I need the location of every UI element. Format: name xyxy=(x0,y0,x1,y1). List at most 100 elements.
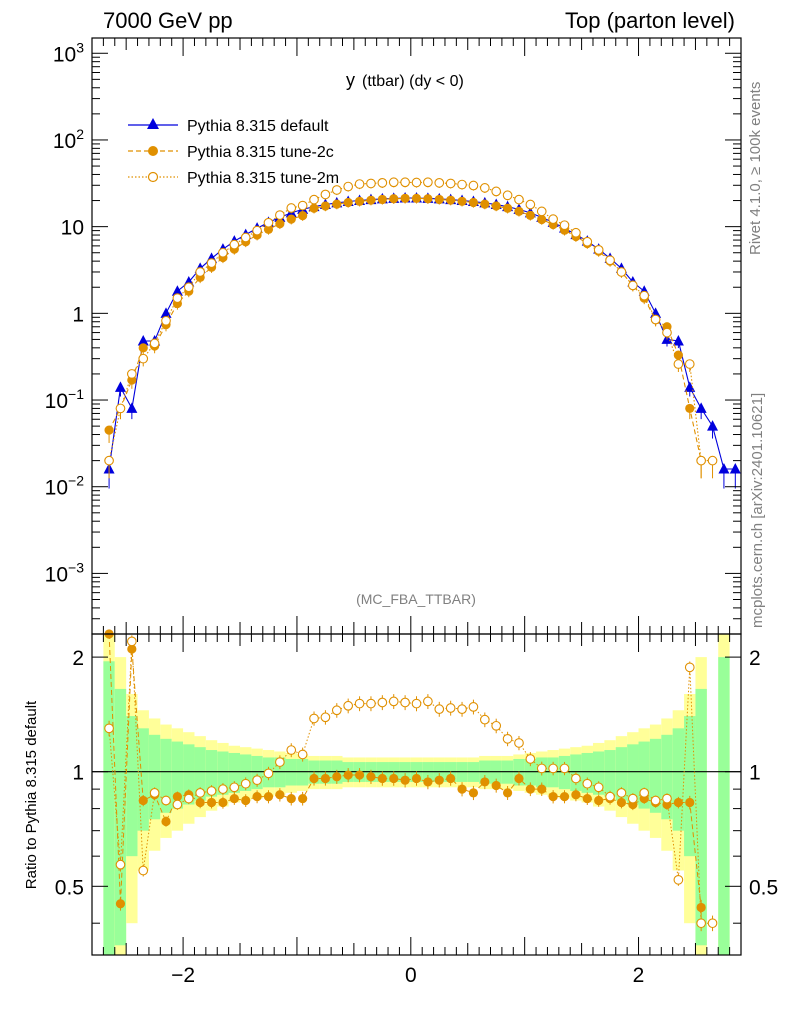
ratio-point-tune-2m xyxy=(582,778,593,789)
ratio-point-tune-2c xyxy=(537,784,547,794)
ratio-point-tune-2m xyxy=(548,763,558,774)
ratio-point-tune-2c xyxy=(491,780,501,791)
data-point-tune-2c xyxy=(685,403,695,414)
ratio-tick-label-left: 2 xyxy=(72,647,84,670)
ratio-point-tune-2m xyxy=(218,784,228,794)
ratio-point-tune-2m xyxy=(229,782,240,793)
data-point-tune-2c xyxy=(525,210,535,220)
ratio-point-tune-2c xyxy=(548,792,558,802)
ratio-layer xyxy=(104,629,718,932)
data-point-tune-2c xyxy=(332,199,342,209)
ratio-point-tune-2m xyxy=(514,738,524,748)
ratio-point-tune-2c xyxy=(457,784,467,794)
legend-entry-tune-2m: Pythia 8.315 tune-2m xyxy=(128,170,339,187)
ratio-point-tune-2m xyxy=(445,703,456,713)
data-point-tune-2m xyxy=(331,185,342,195)
data-point-tune-2m xyxy=(240,232,251,243)
ratio-point-tune-2c xyxy=(389,773,399,784)
ratio-y-axis-label: Ratio to Pythia 8.315 default xyxy=(23,700,40,889)
ratio-band-green xyxy=(194,747,206,801)
ratio-point-tune-2c xyxy=(582,793,592,804)
data-point-tune-2m xyxy=(115,403,126,414)
filled-circle-marker-icon xyxy=(148,146,158,156)
y-tick-label: 10−3 xyxy=(45,559,85,586)
data-point-tune-2m xyxy=(673,359,684,369)
data-point-tune-2m xyxy=(696,455,706,466)
y-tick-label: 102 xyxy=(53,126,84,153)
ratio-point-tune-2c xyxy=(696,902,706,913)
ratio-band-green xyxy=(160,738,172,813)
mcplots-label: mcplots.cern.ch [arXiv:2401.10621] xyxy=(749,393,766,628)
ratio-point-tune-2m xyxy=(149,787,160,798)
data-point-tune-2m xyxy=(627,280,638,291)
ratio-point-tune-2m xyxy=(673,874,684,885)
ratio-point-tune-2m xyxy=(707,918,718,929)
data-point-tune-2c xyxy=(104,425,114,435)
ratio-point-tune-2m xyxy=(468,702,479,712)
ratio-point-tune-2m xyxy=(479,714,490,725)
data-point-default xyxy=(684,381,696,392)
plot-title-main: y xyxy=(346,70,355,90)
ratio-point-tune-2m xyxy=(161,795,171,806)
ratio-point-tune-2c xyxy=(206,797,217,808)
data-point-tune-2c xyxy=(298,211,308,221)
legend: Pythia 8.315 default Pythia 8.315 tune-2… xyxy=(128,118,339,187)
data-point-tune-2m xyxy=(514,194,524,205)
data-point-tune-2m xyxy=(582,236,593,247)
data-point-tune-2m xyxy=(445,178,456,189)
ratio-point-tune-2c xyxy=(673,797,683,808)
series-line-2 xyxy=(108,181,713,462)
data-point-tune-2c xyxy=(377,194,387,205)
data-point-tune-2m xyxy=(388,177,399,188)
data-point-tune-2m xyxy=(138,353,149,364)
ratio-point-tune-2c xyxy=(571,790,581,800)
ratio-band-green xyxy=(171,741,184,809)
legend-label-tune-2c: Pythia 8.315 tune-2c xyxy=(187,144,334,161)
ratio-point-tune-2c xyxy=(377,773,387,784)
data-point-tune-2m xyxy=(559,220,570,231)
data-point-tune-2m xyxy=(218,247,228,258)
data-point-default xyxy=(137,334,149,346)
series-line-1 xyxy=(108,197,702,461)
data-point-default xyxy=(695,402,707,413)
ratio-point-tune-2c xyxy=(559,792,570,802)
ratio-point-tune-2c xyxy=(229,793,239,804)
data-point-tune-2m xyxy=(161,315,171,326)
ratio-tick-label-left: 1 xyxy=(72,762,84,785)
data-point-tune-2m xyxy=(548,214,558,225)
data-point-tune-2m xyxy=(252,225,262,236)
data-point-tune-2c xyxy=(400,193,410,203)
ratio-point-tune-2m xyxy=(377,697,388,708)
ratio-point-tune-2m xyxy=(411,698,422,709)
data-point-tune-2c xyxy=(480,199,490,209)
data-point-tune-2m xyxy=(366,178,376,189)
ratio-point-tune-2c xyxy=(332,772,342,782)
x-tick-label: 0 xyxy=(405,964,417,987)
ratio-point-tune-2m xyxy=(252,775,262,786)
data-point-tune-2c xyxy=(138,343,148,353)
axes: 10−3 10−2 10−1 1 10 102 103 −2 0 2 0.5 0.5 1 1 2 2 xyxy=(45,37,778,987)
data-point-tune-2c xyxy=(502,203,513,213)
data-point-tune-2c xyxy=(468,197,479,208)
ratio-point-tune-2c xyxy=(468,788,479,798)
ratio-point-tune-2m xyxy=(650,795,661,806)
ratio-point-tune-2m xyxy=(457,704,467,714)
ratio-band-green xyxy=(251,755,263,790)
data-point-tune-2m xyxy=(400,177,410,188)
ratio-point-tune-2c xyxy=(366,772,376,782)
data-point-tune-2m xyxy=(536,206,547,217)
ratio-point-tune-2m xyxy=(605,791,615,802)
ratio-point-tune-2m xyxy=(616,787,627,798)
data-point-tune-2m xyxy=(491,186,502,197)
data-point-tune-2c xyxy=(411,193,422,203)
ratio-point-tune-2m xyxy=(366,698,376,709)
series-line-0 xyxy=(108,197,736,470)
data-point-tune-2m xyxy=(354,179,365,189)
ratio-point-tune-2m xyxy=(320,712,331,723)
ratio-band-green xyxy=(718,657,730,955)
ratio-point-tune-2c xyxy=(685,797,695,808)
ratio-tick-label-right: 0.5 xyxy=(749,876,778,899)
ratio-point-tune-2m xyxy=(331,705,342,716)
data-point-tune-2c xyxy=(491,201,501,211)
data-point-tune-2c xyxy=(263,224,274,234)
